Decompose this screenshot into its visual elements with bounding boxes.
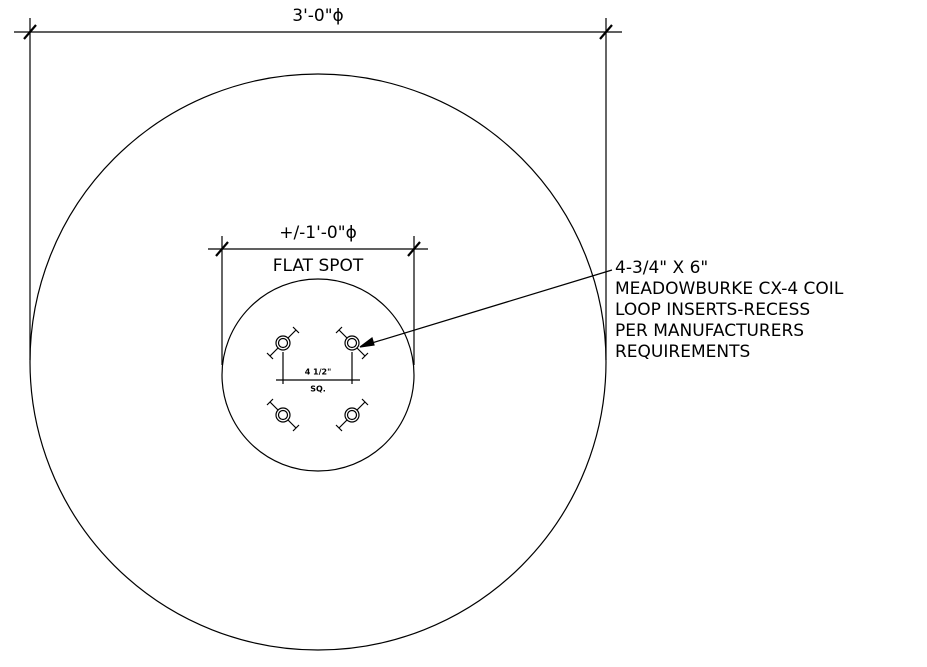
flat-spot-circle — [221, 278, 415, 472]
tick — [23, 24, 37, 40]
insert — [266, 326, 300, 360]
dimension-text: SQ. — [310, 385, 326, 394]
dimension-text: 3'-0"ϕ — [292, 6, 343, 26]
callout-text: LOOP INSERTS-RECESS — [615, 300, 810, 320]
leader-arrow — [359, 336, 375, 348]
callout-text: 4-3/4" X 6" — [615, 258, 708, 278]
dimension-text: 4 1/2" — [305, 368, 332, 377]
callout-text: REQUIREMENTS — [615, 342, 750, 362]
callout-text: MEADOWBURKE CX-4 COIL — [615, 279, 844, 299]
leader-line — [361, 269, 613, 347]
tick — [407, 241, 421, 257]
dimension-text: +/-1'-0"ϕ — [279, 223, 357, 243]
outer-circle — [29, 73, 607, 651]
insert — [335, 326, 369, 360]
insert — [266, 398, 300, 432]
label: FLAT SPOT — [273, 256, 364, 276]
tick — [599, 24, 613, 40]
callout-text: PER MANUFACTURERS — [615, 321, 804, 341]
tick — [215, 241, 229, 257]
insert — [335, 398, 369, 432]
